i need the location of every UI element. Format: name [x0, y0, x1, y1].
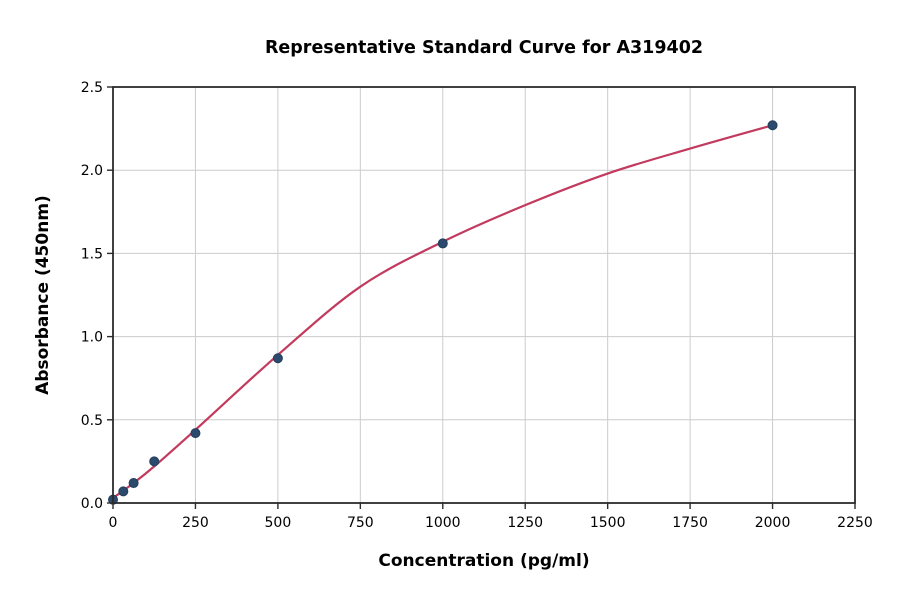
x-tick-label: 1000	[425, 515, 461, 531]
y-tick-label: 0.5	[81, 413, 103, 429]
x-tick-label: 750	[347, 515, 374, 531]
x-tick-label: 1250	[507, 515, 543, 531]
x-tick-label: 500	[265, 515, 292, 531]
y-tick-label: 0.0	[81, 496, 103, 512]
x-tick-label: 0	[109, 515, 118, 531]
data-point	[128, 478, 139, 489]
y-tick-label: 2.5	[81, 80, 103, 96]
x-tick-label: 1500	[590, 515, 626, 531]
x-tick-label: 250	[182, 515, 209, 531]
plot-border	[112, 86, 856, 504]
data-point	[149, 456, 160, 467]
data-point	[767, 120, 778, 131]
axis-tick-labels: 0 250 500 750 1000 1250 1500 1750 2000 2250 0.0 0.5…	[81, 80, 873, 531]
x-tick-label: 2000	[755, 515, 791, 531]
axis-ticks	[107, 86, 856, 509]
data-point	[272, 353, 283, 364]
fit-curve	[111, 124, 774, 500]
y-tick-label: 2.0	[81, 163, 103, 179]
y-tick-label: 1.5	[81, 246, 103, 262]
x-tick-label: 2250	[837, 515, 873, 531]
data-point	[190, 428, 201, 439]
y-tick-label: 1.0	[81, 330, 103, 346]
data-point	[118, 486, 129, 497]
data-point	[437, 238, 448, 249]
y-axis-label: Absorbance (450nm)	[33, 195, 53, 395]
x-tick-label: 1750	[672, 515, 708, 531]
x-axis-label: Concentration (pg/ml)	[378, 551, 589, 571]
data-series	[108, 120, 778, 505]
chart-title: Representative Standard Curve for A31940…	[265, 38, 703, 58]
